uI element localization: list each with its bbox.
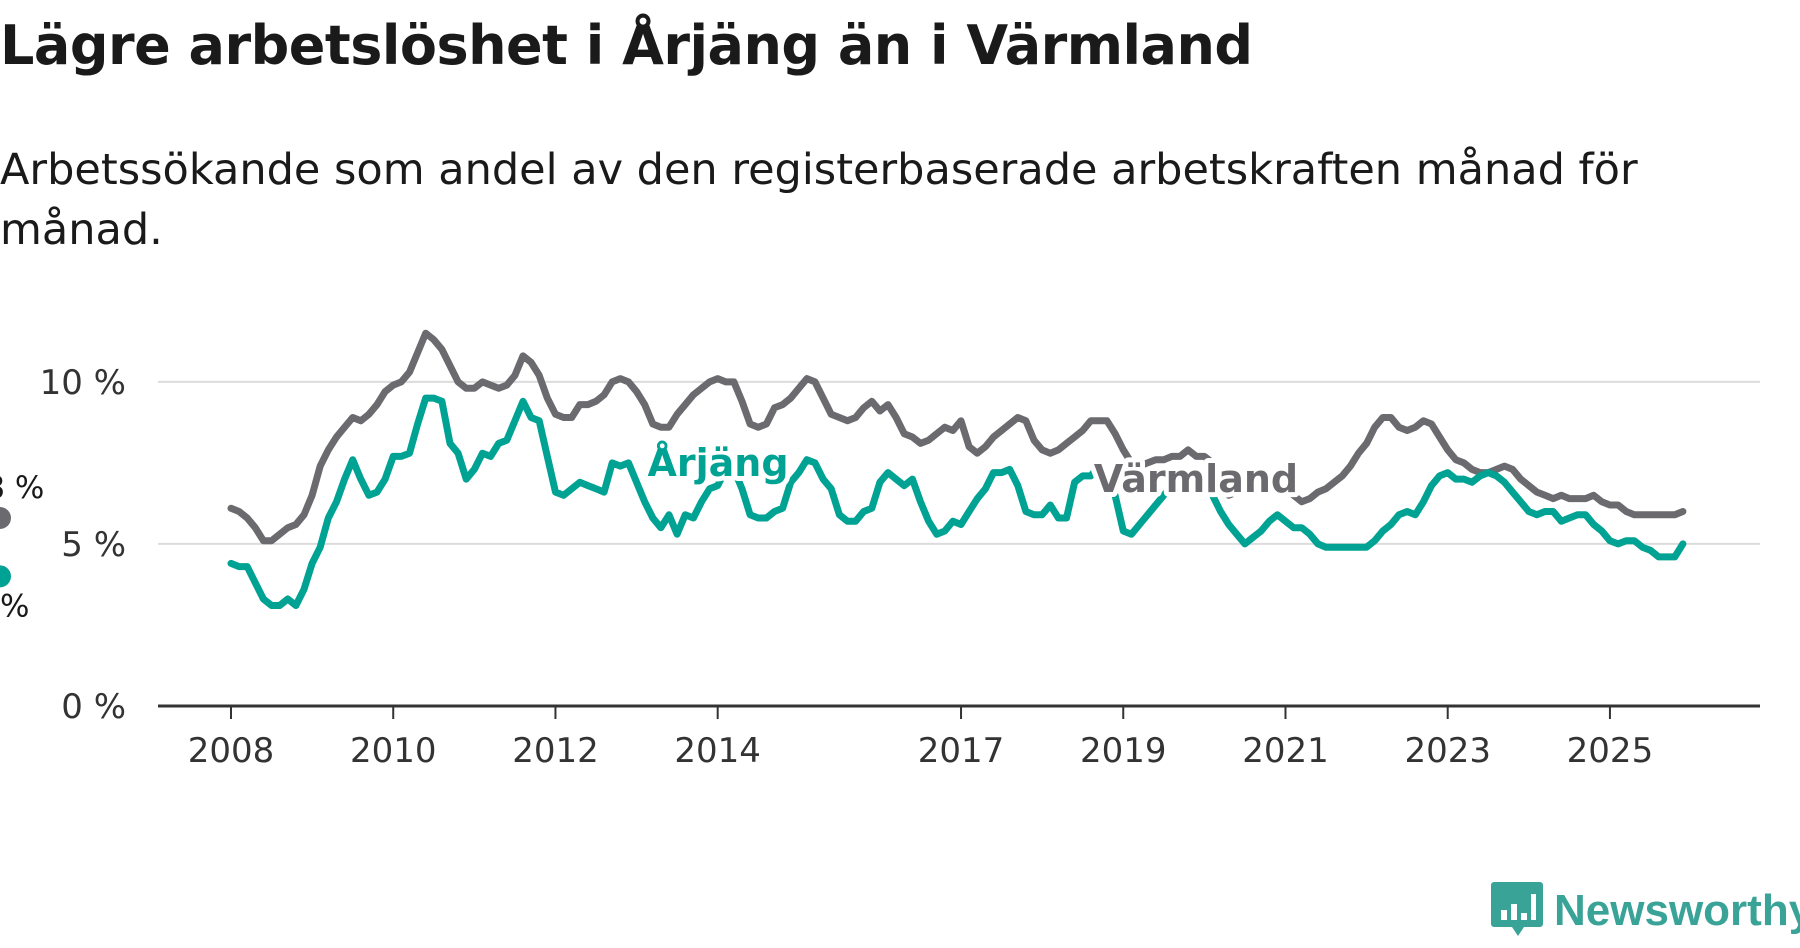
y-tick-label: 10 % (40, 363, 126, 403)
series-lines (0, 329, 1687, 609)
x-tick-label: 2008 (188, 731, 275, 771)
brand-name: Newsworthy (1554, 886, 1800, 935)
end-label-varmland: 5,8 % (0, 470, 44, 506)
brand: Newsworthy (1490, 880, 1800, 942)
series-name-varmland: Värmland (1094, 457, 1298, 501)
newsworthy-logo-icon (1490, 880, 1544, 942)
gridlines (158, 380, 1760, 545)
x-tick-label: 2019 (1080, 731, 1167, 771)
series-labels: 5,8 % 4 % Årjäng Värmland (0, 436, 1303, 624)
x-tick-label: 2025 (1567, 731, 1654, 771)
series-line-arjang (227, 394, 1687, 609)
x-tick-label: 2021 (1242, 731, 1329, 771)
y-axis-ticks: 0 % 5 % 10 % (40, 363, 126, 727)
x-tick-label: 2012 (512, 731, 599, 771)
end-label-arjang: 4 % (0, 588, 30, 624)
chart-title: Lägre arbetslöshet i Årjäng än i Värmlan… (0, 14, 1253, 77)
series-name-arjang: Årjäng (647, 441, 788, 485)
y-tick-label: 5 % (61, 525, 126, 565)
x-axis-ticks: 2008 2010 2012 2014 2017 2019 2021 2023 2025 (188, 706, 1653, 771)
end-marker-arjang (0, 565, 11, 588)
x-tick-label: 2017 (918, 731, 1005, 771)
x-tick-label: 2010 (350, 731, 437, 771)
x-tick-label: 2014 (674, 731, 761, 771)
end-marker-varmland (0, 507, 11, 529)
y-tick-label: 0 % (61, 687, 126, 727)
series-line-varmland (227, 329, 1687, 545)
x-tick-label: 2023 (1404, 731, 1491, 771)
chart-subtitle: Arbetssökande som andel av den registerb… (0, 145, 1638, 255)
